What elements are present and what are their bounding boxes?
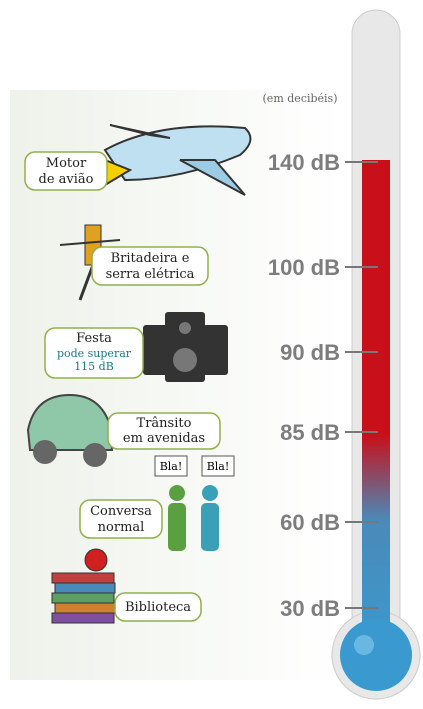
db-label: 100 dB [268,255,340,280]
speech: Bla! [207,460,230,473]
label: Biblioteca [125,600,191,615]
db-label: 30 dB [280,596,340,621]
label: Britadeira e [111,251,190,266]
label: Festa [76,331,112,346]
label: de avião [39,172,94,187]
speech: Bla! [160,460,183,473]
label: em avenidas [123,431,205,446]
infographic: (em decibéis) 140 dB 100 dB 90 dB 85 dB … [0,0,423,709]
label: Motor [46,156,87,171]
db-label: 85 dB [280,420,340,445]
thermometer [332,10,420,699]
unit-note: (em decibéis) [263,92,338,105]
note: 115 dB [74,360,114,373]
label: normal [98,520,145,535]
label: Trânsito [137,416,192,431]
label: serra elétrica [106,267,195,282]
db-label: 140 dB [268,150,340,175]
db-label: 90 dB [280,340,340,365]
db-label: 60 dB [280,510,340,535]
label: Conversa [90,504,152,519]
note: pode superar [57,347,132,360]
